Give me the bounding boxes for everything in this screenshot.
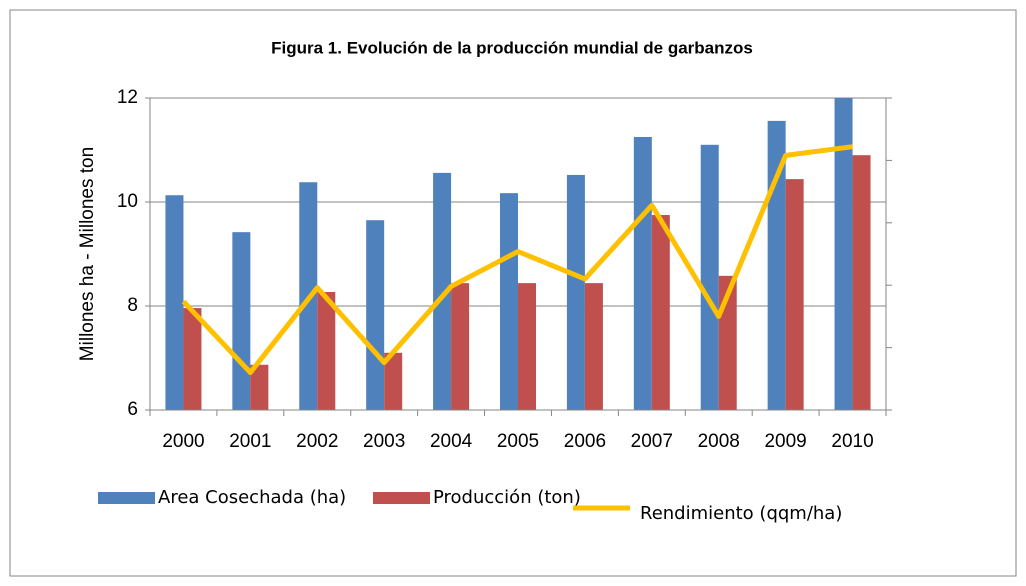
y-tick-label: 10 [117,191,138,212]
bar [433,172,452,410]
legend-swatch [373,492,430,504]
bar [700,144,719,411]
bar [584,283,603,410]
legend-label: Rendimiento (qqm/ha) [640,503,842,524]
y-tick-label: 8 [127,295,138,316]
bar [317,291,336,410]
legend-swatch [98,492,155,504]
x-tick-label: 2005 [497,431,539,452]
bar [165,195,184,410]
bar [785,179,804,410]
y-axis-label: Millones ha - Millones ton [77,147,98,361]
x-tick-label: 2004 [430,431,473,452]
bar [183,308,202,410]
x-tick-label: 2002 [296,431,338,452]
x-tick-label: 2008 [698,431,740,452]
bar [518,283,536,410]
chart-title: Figura 1. Evolución de la producción mun… [271,38,753,57]
bar [651,215,670,410]
bar [384,352,403,410]
x-tick-label: 2001 [229,431,271,452]
bar [566,174,585,410]
bar [852,155,871,410]
x-tick-label: 2009 [764,431,806,452]
x-tick-label: 2006 [564,431,606,452]
bar [500,193,518,410]
x-tick-label: 2003 [363,431,405,452]
bar [250,364,269,410]
legend-label: Producción (ton) [433,487,581,508]
legend-label: Area Cosechada (ha) [158,487,346,508]
bar [366,220,385,410]
x-tick-label: 2000 [162,431,204,452]
y-tick-label: 12 [117,87,138,108]
bar [232,232,251,410]
line [181,144,853,376]
x-tick-label: 2010 [831,431,873,452]
x-tick-label: 2007 [631,431,673,452]
y-tick-label: 6 [127,399,138,420]
bar [834,98,853,410]
bar [451,283,470,410]
bar [633,137,652,410]
